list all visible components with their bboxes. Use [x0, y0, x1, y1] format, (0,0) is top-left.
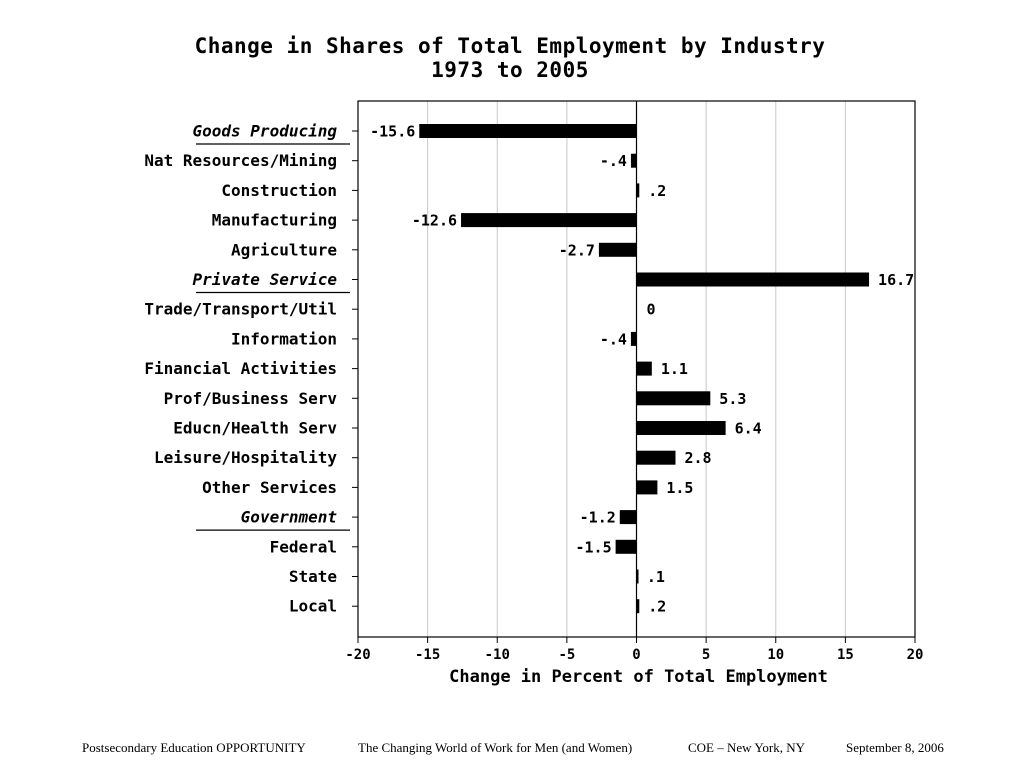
x-tick-label: -10 — [485, 647, 510, 663]
data-label: -2.7 — [559, 241, 595, 259]
bar — [636, 361, 652, 376]
bar — [615, 539, 637, 554]
x-tick-label: 0 — [632, 647, 640, 663]
category-label: Information — [231, 329, 337, 348]
x-tick-label: 5 — [702, 647, 710, 663]
bar — [461, 213, 637, 228]
category-label: Prof/Business Serv — [164, 389, 338, 408]
footer-source: Postsecondary Education OPPORTUNITY — [82, 740, 306, 755]
footer-location: COE – New York, NY — [688, 740, 806, 755]
category-label: Federal — [270, 537, 337, 556]
bar — [636, 391, 711, 406]
category-label: Trade/Transport/Util — [144, 300, 337, 319]
x-tick-label: -5 — [558, 647, 575, 663]
x-tick-label: -15 — [415, 647, 440, 663]
x-tick-label: -20 — [345, 647, 370, 663]
data-label: 5.3 — [719, 390, 746, 408]
data-label: -.4 — [600, 152, 627, 170]
data-label: .2 — [648, 598, 666, 616]
category-label: Other Services — [202, 478, 337, 497]
group-header-label: Goods Producing — [193, 122, 338, 141]
data-label: -1.2 — [580, 509, 616, 527]
data-label: -1.5 — [575, 538, 611, 556]
x-tick-label: 15 — [837, 647, 854, 663]
bar — [619, 510, 637, 525]
footer-date: September 8, 2006 — [846, 740, 944, 755]
bar — [636, 421, 726, 435]
category-label: Leisure/Hospitality — [154, 448, 337, 467]
category-label: Financial Activities — [144, 359, 337, 378]
x-axis-label: Change in Percent of Total Employment — [449, 667, 828, 687]
chart-subtitle: 1973 to 2005 — [431, 58, 589, 82]
data-label: 2.8 — [684, 449, 711, 467]
bar — [636, 480, 658, 495]
bar — [636, 183, 640, 198]
bar — [636, 450, 676, 465]
data-label: -12.6 — [412, 212, 457, 230]
bar — [636, 272, 870, 287]
bar — [636, 569, 639, 584]
footer-presentation-title: The Changing World of Work for Men (and … — [358, 740, 633, 755]
category-label: State — [289, 567, 337, 586]
data-label: 6.4 — [735, 420, 762, 438]
category-label: Educn/Health Serv — [173, 419, 337, 438]
data-label: 16.7 — [878, 271, 914, 289]
category-label: Construction — [221, 181, 337, 200]
data-label: 1.5 — [666, 479, 693, 497]
category-label: Nat Resources/Mining — [144, 151, 337, 170]
category-label: Manufacturing — [212, 211, 337, 230]
category-label: Local — [289, 597, 337, 616]
bar — [419, 124, 637, 138]
data-label: 1.1 — [661, 360, 688, 378]
bar — [630, 331, 637, 346]
bar — [630, 153, 637, 168]
x-tick-label: 20 — [907, 647, 924, 663]
data-label: 0 — [647, 301, 656, 319]
data-label: .2 — [648, 182, 666, 200]
bar — [598, 242, 637, 257]
bar-chart: -20 -15 -10 -5 0 5 10 15 20 Change in Percent of … — [144, 100, 924, 687]
group-header-label: Government — [241, 508, 338, 527]
data-label: -15.6 — [370, 123, 415, 141]
chart-title: Change in Shares of Total Employment by … — [194, 34, 826, 58]
data-label: -.4 — [600, 330, 627, 348]
x-tick-label: 10 — [767, 647, 784, 663]
bar — [636, 599, 640, 614]
data-label: .1 — [647, 568, 665, 586]
category-label: Agriculture — [231, 240, 337, 259]
group-header-label: Private Service — [193, 270, 338, 289]
